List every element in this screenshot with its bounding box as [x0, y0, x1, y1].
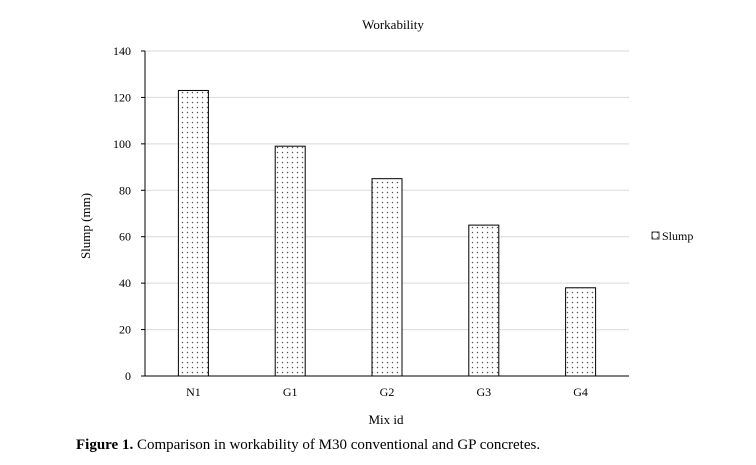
x-axis-ticks: N1 G1 G2 G3 G4: [186, 385, 588, 399]
bar-n1: [177, 89, 209, 377]
y-tick-label: 120: [113, 90, 131, 104]
bar-g1: [274, 145, 306, 377]
bar-chart: Workability 0 20 40 60 80 100 120 140 N1 G1 G2 G3 G…: [78, 17, 693, 427]
x-tick-label: G2: [380, 385, 395, 399]
bar-g4: [565, 287, 597, 377]
x-tick-label: N1: [186, 385, 201, 399]
y-axis-label: Slump (mm): [78, 193, 93, 259]
x-tick-label: G1: [283, 385, 298, 399]
legend-swatch: [651, 231, 660, 240]
y-tick-label: 20: [119, 323, 131, 337]
y-tick-label: 100: [113, 137, 131, 151]
figure-caption: Figure 1. Comparison in workability of M…: [76, 437, 540, 454]
bar-g2: [371, 178, 403, 377]
figure-caption-label: Figure 1.: [76, 437, 134, 453]
chart-title: Workability: [362, 17, 424, 32]
x-tick-label: G4: [573, 385, 588, 399]
y-tick-label: 0: [125, 369, 131, 383]
x-tick-label: G3: [476, 385, 491, 399]
y-tick-label: 80: [119, 183, 131, 197]
y-tick-label: 40: [119, 276, 131, 290]
y-tick-label: 60: [119, 230, 131, 244]
figure-caption-text: Comparison in workability of M30 convent…: [133, 437, 541, 453]
axes: [141, 50, 629, 377]
y-tick-label: 140: [113, 44, 131, 58]
x-axis-label: Mix id: [368, 412, 404, 427]
bar-g3: [468, 224, 500, 377]
bars: [177, 89, 597, 377]
legend: Slump: [651, 229, 693, 243]
legend-label: Slump: [662, 229, 693, 243]
y-axis-ticks: 0 20 40 60 80 100 120 140: [113, 44, 131, 383]
